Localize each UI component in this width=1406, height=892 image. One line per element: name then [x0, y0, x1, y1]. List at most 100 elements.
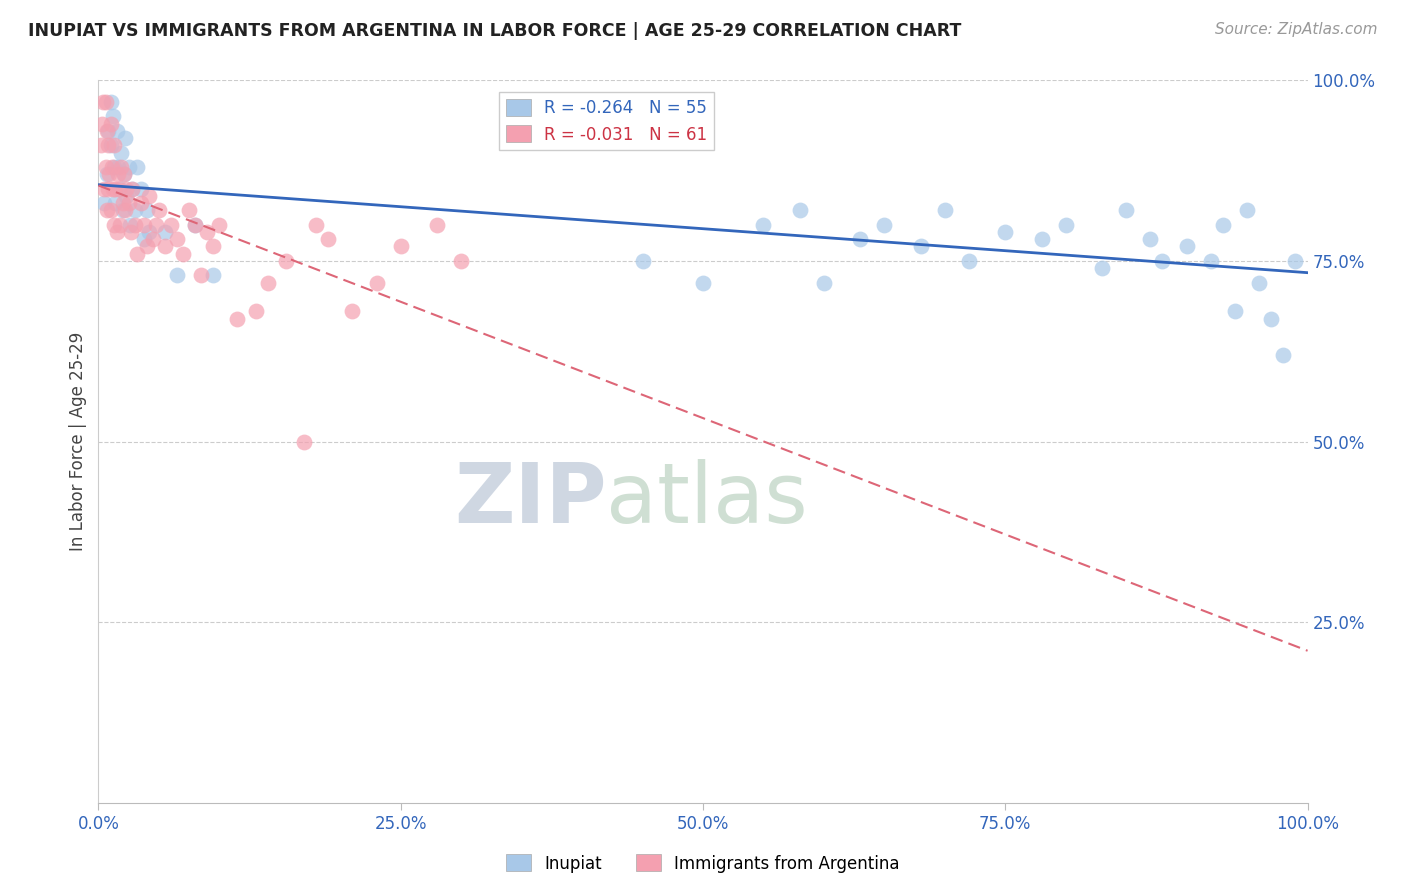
Point — [849, 232, 872, 246]
Point — [957, 253, 980, 268]
Point — [108, 182, 131, 196]
Point — [426, 218, 449, 232]
Point — [195, 225, 218, 239]
Point — [100, 160, 122, 174]
Point — [292, 434, 315, 449]
Point — [105, 124, 128, 138]
Point — [110, 145, 132, 160]
Point — [692, 276, 714, 290]
Point — [873, 218, 896, 232]
Point — [104, 196, 127, 211]
Legend: Inupiat, Immigrants from Argentina: Inupiat, Immigrants from Argentina — [499, 847, 907, 880]
Point — [111, 203, 134, 218]
Point — [160, 218, 183, 232]
Point — [94, 95, 117, 109]
Point — [153, 239, 176, 253]
Point — [934, 203, 956, 218]
Y-axis label: In Labor Force | Age 25-29: In Labor Force | Age 25-29 — [69, 332, 87, 551]
Point — [994, 225, 1017, 239]
Point — [135, 239, 157, 253]
Point — [114, 203, 136, 218]
Text: atlas: atlas — [606, 458, 808, 540]
Point — [91, 95, 114, 109]
Point — [245, 304, 267, 318]
Point — [114, 131, 136, 145]
Point — [1236, 203, 1258, 218]
Point — [93, 196, 115, 211]
Point — [1139, 232, 1161, 246]
Point — [100, 95, 122, 109]
Point — [1223, 304, 1246, 318]
Point — [100, 203, 122, 218]
Point — [90, 138, 112, 153]
Point — [110, 160, 132, 174]
Point — [124, 218, 146, 232]
Legend: R = -0.264   N = 55, R = -0.031   N = 61: R = -0.264 N = 55, R = -0.031 N = 61 — [499, 92, 714, 150]
Point — [316, 232, 339, 246]
Point — [121, 182, 143, 196]
Point — [166, 232, 188, 246]
Point — [129, 182, 152, 196]
Point — [184, 218, 207, 232]
Point — [631, 253, 654, 268]
Point — [96, 124, 118, 138]
Point — [118, 218, 141, 232]
Text: INUPIAT VS IMMIGRANTS FROM ARGENTINA IN LABOR FORCE | AGE 25-29 CORRELATION CHAR: INUPIAT VS IMMIGRANTS FROM ARGENTINA IN … — [28, 22, 962, 40]
Point — [135, 203, 157, 218]
Point — [450, 253, 472, 268]
Point — [208, 218, 231, 232]
Point — [910, 239, 932, 253]
Point — [752, 218, 775, 232]
Point — [134, 218, 156, 232]
Point — [256, 276, 278, 290]
Point — [96, 203, 118, 218]
Point — [96, 167, 118, 181]
Point — [148, 203, 170, 218]
Point — [1152, 253, 1174, 268]
Point — [118, 196, 141, 211]
Point — [184, 218, 207, 232]
Point — [100, 117, 122, 131]
Point — [108, 218, 131, 232]
Point — [112, 167, 135, 181]
Point — [97, 124, 120, 138]
Point — [115, 182, 138, 196]
Point — [1284, 253, 1306, 268]
Point — [789, 203, 811, 218]
Point — [101, 182, 124, 196]
Point — [105, 225, 128, 239]
Point — [103, 218, 125, 232]
Point — [100, 138, 122, 153]
Point — [366, 276, 388, 290]
Point — [179, 203, 201, 218]
Point — [342, 304, 364, 318]
Text: Source: ZipAtlas.com: Source: ZipAtlas.com — [1215, 22, 1378, 37]
Point — [190, 268, 212, 283]
Point — [172, 246, 194, 260]
Point — [107, 160, 129, 174]
Point — [226, 311, 249, 326]
Point — [111, 196, 134, 211]
Point — [1175, 239, 1198, 253]
Point — [107, 167, 129, 181]
Point — [118, 160, 141, 174]
Point — [202, 239, 225, 253]
Point — [129, 196, 152, 211]
Point — [101, 110, 124, 124]
Point — [1115, 203, 1137, 218]
Point — [124, 203, 146, 218]
Point — [1091, 261, 1114, 276]
Point — [127, 246, 149, 260]
Point — [305, 218, 328, 232]
Point — [1212, 218, 1234, 232]
Text: ZIP: ZIP — [454, 458, 606, 540]
Point — [138, 225, 160, 239]
Point — [1260, 311, 1282, 326]
Point — [138, 189, 160, 203]
Point — [202, 268, 225, 283]
Point — [108, 182, 131, 196]
Point — [104, 182, 127, 196]
Point — [94, 160, 117, 174]
Point — [121, 182, 143, 196]
Point — [813, 276, 835, 290]
